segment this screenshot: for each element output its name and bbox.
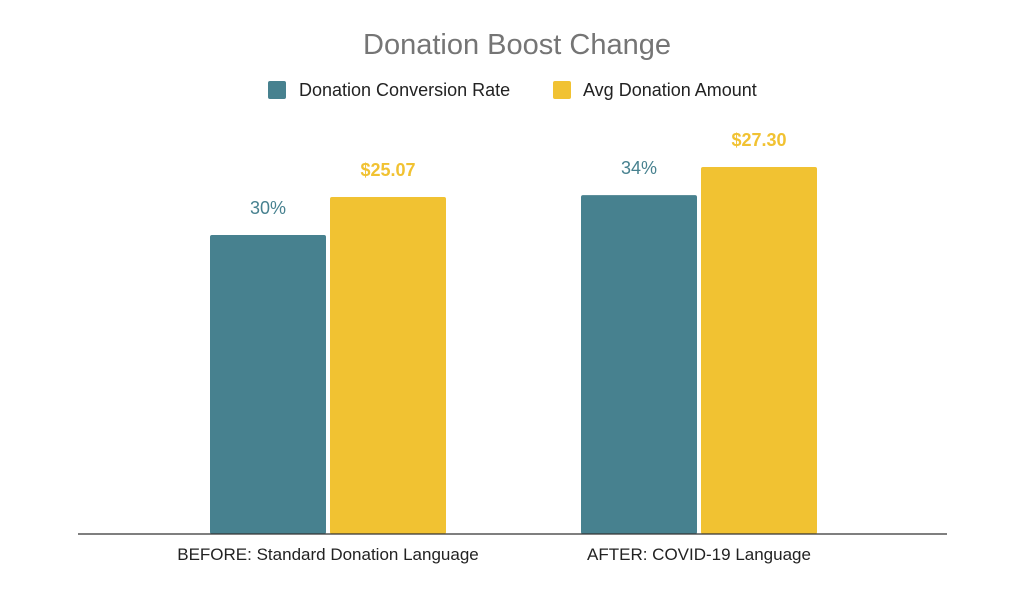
category-label-0: BEFORE: Standard Donation Language xyxy=(177,545,478,564)
legend: Donation Conversion Rate Avg Donation Amo… xyxy=(268,80,757,100)
legend-swatch-0 xyxy=(268,81,286,99)
data-label-1-1: $27.30 xyxy=(731,130,786,150)
data-label-0-0: 30% xyxy=(250,198,286,218)
bars xyxy=(210,167,817,534)
data-label-0-1: 34% xyxy=(621,158,657,178)
category-labels: BEFORE: Standard Donation Language AFTER:… xyxy=(177,545,811,564)
bar-1-1 xyxy=(701,167,817,534)
chart-title: Donation Boost Change xyxy=(363,29,671,61)
bar-0-1 xyxy=(581,195,697,534)
legend-swatch-1 xyxy=(553,81,571,99)
legend-label-0: Donation Conversion Rate xyxy=(299,80,510,100)
category-label-1: AFTER: COVID-19 Language xyxy=(587,545,811,564)
value-labels: 30% $25.07 34% $27.30 xyxy=(250,130,787,218)
bar-0-0 xyxy=(210,235,326,534)
data-label-1-0: $25.07 xyxy=(360,160,415,180)
legend-label-1: Avg Donation Amount xyxy=(583,80,757,100)
bar-1-0 xyxy=(330,197,446,534)
